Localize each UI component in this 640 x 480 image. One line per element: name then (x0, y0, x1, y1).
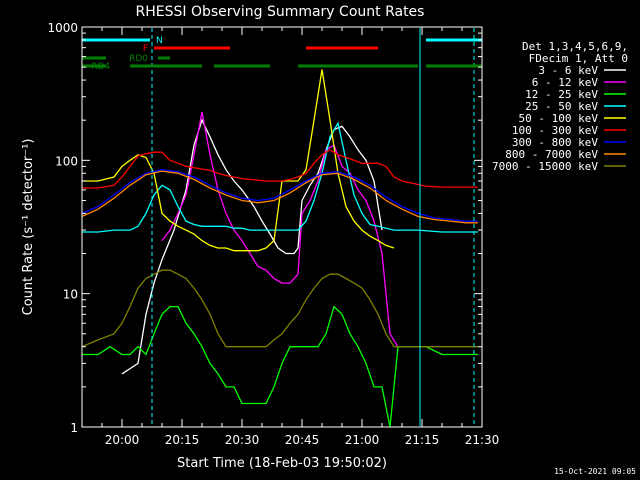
x-tick-label: 20:00 (105, 433, 140, 447)
legend-entry: 3 - 6 keV (538, 64, 598, 77)
flag-label: RD0 (129, 54, 148, 64)
legend-entry: 800 - 7000 keV (505, 148, 598, 161)
legend-entry: 12 - 25 keV (525, 88, 598, 101)
series-line-7000-15000-keV (81, 269, 478, 348)
legend-header: Det 1,3,4,5,6,9, (522, 40, 628, 53)
y-tick-label: 100 (55, 154, 78, 168)
legend-entry: 100 - 300 keV (512, 124, 598, 137)
series-line-3-6-keV (121, 118, 383, 375)
y-tick-label: 1000 (47, 21, 78, 35)
y-axis: 1 10 100 1000 (47, 21, 482, 435)
series-line-800-7000-keV (81, 170, 478, 224)
flag-label: F (143, 44, 148, 54)
legend-entry: 6 - 12 keV (532, 76, 599, 89)
x-tick-label: 20:45 (285, 433, 320, 447)
series-line-100-300-keV (82, 149, 478, 189)
flag-label: RD4 (91, 62, 110, 72)
x-axis-label: Start Time (18-Feb-03 19:50:02) (177, 456, 387, 471)
series-line-12-25-keV (82, 305, 478, 428)
legend-entry: 25 - 50 keV (525, 100, 598, 113)
y-axis-label: Count Rate (s⁻¹ detector⁻¹) (21, 139, 36, 316)
chart-title: RHESSI Observing Summary Count Rates (136, 4, 425, 20)
series-line-50-100-keV (82, 69, 395, 252)
x-tick-label: 20:15 (165, 433, 200, 447)
x-tick-label: 21:30 (465, 433, 500, 447)
x-axis: 20:00 20:15 20:30 20:45 21:00 21:15 21:30 (81, 27, 500, 447)
timestamp: 15-Oct-2021 09:05 (554, 467, 636, 476)
x-tick-label: 21:00 (345, 433, 380, 447)
legend-entry: 7000 - 15000 keV (492, 160, 598, 173)
legend-entry: 50 - 100 keV (519, 112, 599, 125)
series-line-6-12-keV (161, 111, 399, 348)
legend-entry: 300 - 800 keV (512, 136, 598, 149)
legend-header: FDecim 1, Att 0 (529, 52, 628, 65)
series-line-25-50-keV (82, 121, 478, 233)
legend: Det 1,3,4,5,6,9,FDecim 1, Att 03 - 6 keV… (492, 40, 628, 173)
x-tick-label: 21:15 (405, 433, 440, 447)
y-tick-label: 1 (70, 421, 78, 435)
y-tick-label: 10 (63, 288, 78, 302)
series-line-300-800-keV (81, 169, 478, 222)
x-tick-label: 20:30 (225, 433, 260, 447)
flag-label: N (156, 36, 163, 46)
